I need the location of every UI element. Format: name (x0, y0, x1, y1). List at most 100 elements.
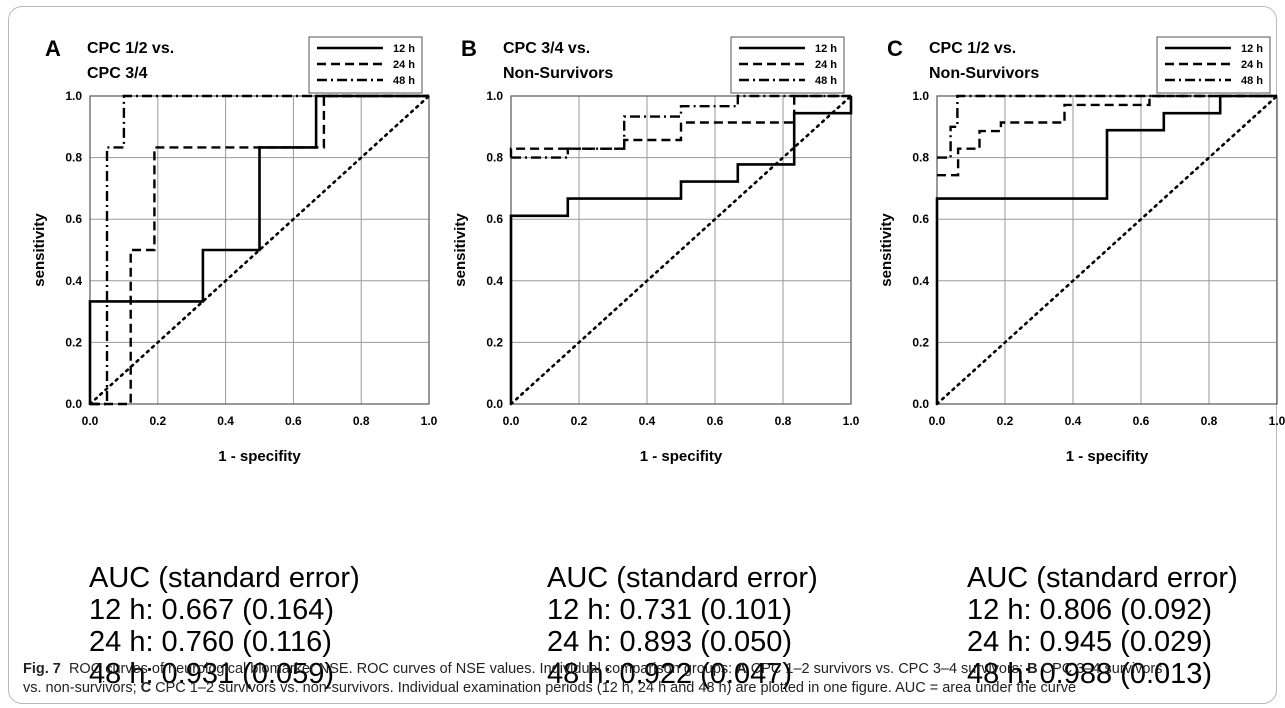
y-tick-label: 0.2 (486, 335, 503, 349)
x-tick-label: 0.6 (707, 414, 724, 428)
series-line-12h (88, 94, 429, 404)
y-tick-label: 1.0 (486, 89, 503, 103)
y-tick-label: 1.0 (65, 89, 82, 103)
auc-24h: 24 h: 0.760 (0.116) (89, 626, 332, 658)
auc-header: AUC (standard error) (967, 562, 1238, 594)
plot-frame (89, 95, 430, 405)
reference-diagonal (509, 94, 853, 406)
y-tick-label: 0.8 (65, 151, 82, 165)
panel-title-line: CPC 3/4 vs. (503, 40, 590, 57)
y-tick-label: 0.0 (65, 397, 82, 411)
auc-24h: 24 h: 0.945 (0.029) (967, 626, 1213, 658)
caption-bold-c: C (140, 679, 152, 696)
x-tick-label: 0.2 (571, 414, 588, 428)
panel-title-line: CPC 1/2 vs. (929, 40, 1016, 57)
caption-part-c: CPC 1–2 survivors vs. non-survivors. Ind… (151, 679, 1077, 696)
y-tick-label: 0.2 (912, 335, 929, 349)
panel-title-line: Non-Survivors (503, 65, 613, 82)
x-tick-label: 0.6 (1133, 414, 1150, 428)
panel-letter: C (887, 36, 903, 61)
auc-12h: 12 h: 0.806 (0.092) (967, 594, 1213, 626)
x-tick-label: 0.8 (353, 414, 370, 428)
x-tick-label: 0.6 (285, 414, 302, 428)
x-tick-label: 0.2 (997, 414, 1014, 428)
panel-title-line: CPC 1/2 vs. (87, 40, 174, 57)
series-line-24h (90, 94, 429, 406)
x-tick-label: 0.4 (1065, 414, 1082, 428)
y-tick-label: 0.6 (65, 212, 82, 226)
legend-label: 24 h (393, 59, 415, 71)
y-tick-label: 0.0 (912, 397, 929, 411)
legend-label: 12 h (815, 43, 837, 55)
roc-chart-b: 0.0 0.2 0.4 0.6 0.8 1.0 0.0 0.2 0.4 0.6 0.8 1.0 1 - … (452, 36, 860, 465)
y-tick-label: 0.4 (65, 274, 82, 288)
panel-letter: B (461, 36, 477, 61)
auc-block-a: AUC (standard error) 12 h: 0.667 (0.164)… (89, 562, 419, 690)
caption-text: ROC curves of neurological biomarker NSE… (68, 661, 737, 677)
y-tick-label: 0.0 (486, 397, 503, 411)
auc-header: AUC (standard error) (89, 562, 360, 594)
figure-frame: 0.0 0.2 0.4 0.6 0.8 1.0 0.0 0.2 0.4 0.6 0.8 1.0 1 - … (8, 6, 1285, 704)
series-line-12h (509, 96, 853, 404)
figure-caption: Fig. 7 ROC curves of neurological biomar… (23, 660, 1173, 697)
caption-part-b: CPC 3–4 survivors vs. non-survivors; (23, 661, 1163, 696)
y-tick-label: 0.8 (912, 151, 929, 165)
x-tick-label: 1.0 (421, 414, 438, 428)
x-tick-label: 0.4 (217, 414, 234, 428)
legend-label: 24 h (1241, 59, 1263, 71)
panel-title-line: Non-Survivors (929, 65, 1039, 82)
roc-panel-a: 0.0 0.2 0.4 0.6 0.8 1.0 0.0 0.2 0.4 0.6 0.8 1.0 1 - … (25, 7, 445, 690)
auc-12h: 12 h: 0.731 (0.101) (547, 594, 793, 626)
x-tick-label: 0.0 (82, 414, 99, 428)
y-axis-label: sensitivity (31, 213, 48, 287)
x-tick-label: 0.8 (1201, 414, 1218, 428)
roc-panel-c: 0.0 0.2 0.4 0.6 0.8 1.0 0.0 0.2 0.4 0.6 0.8 1.0 1 - … (867, 7, 1285, 690)
series-line-48h (90, 94, 429, 406)
y-tick-label: 0.2 (65, 335, 82, 349)
legend-label: 48 h (815, 75, 837, 87)
y-axis-label: sensitivity (878, 213, 895, 287)
caption-bold-a: A (736, 661, 747, 677)
x-tick-label: 1.0 (843, 414, 860, 428)
caption-label: Fig. 7 (23, 661, 61, 677)
roc-panel-b: 0.0 0.2 0.4 0.6 0.8 1.0 0.0 0.2 0.4 0.6 0.8 1.0 1 - … (441, 7, 861, 690)
reference-diagonal (88, 94, 431, 406)
reference-diagonal (935, 94, 1279, 406)
panel-title-line: CPC 3/4 (87, 65, 148, 82)
x-axis-label: 1 - specifity (218, 448, 301, 465)
auc-header: AUC (standard error) (547, 562, 818, 594)
auc-48h: 48 h: 0.988 (0.013) (967, 658, 1213, 690)
legend-label: 12 h (393, 43, 415, 55)
y-tick-label: 0.4 (912, 274, 929, 288)
auc-24h: 24 h: 0.893 (0.050) (547, 626, 793, 658)
x-tick-label: 1.0 (1269, 414, 1285, 428)
panel-letter: A (45, 36, 61, 61)
auc-12h: 12 h: 0.667 (0.164) (89, 594, 335, 626)
y-tick-label: 0.4 (486, 274, 503, 288)
series-line-48h (937, 94, 1277, 159)
auc-block-b: AUC (standard error) 12 h: 0.731 (0.101)… (547, 562, 877, 690)
legend-label: 24 h (815, 59, 837, 71)
legend-box (1156, 36, 1271, 94)
legend-label: 12 h (1241, 43, 1263, 55)
auc-48h: 48 h: 0.931 (0.059) (89, 658, 335, 690)
x-axis-label: 1 - specifity (1066, 448, 1149, 465)
x-tick-label: 0.4 (639, 414, 656, 428)
x-axis-label: 1 - specifity (640, 448, 723, 465)
y-tick-label: 0.6 (486, 212, 503, 226)
legend-label: 48 h (1241, 75, 1263, 87)
roc-chart-a: 0.0 0.2 0.4 0.6 0.8 1.0 0.0 0.2 0.4 0.6 0.8 1.0 1 - … (31, 36, 438, 465)
y-tick-label: 0.6 (912, 212, 929, 226)
y-axis-label: sensitivity (452, 213, 469, 287)
series-line-24h (509, 94, 851, 158)
series-line-12h (935, 94, 1277, 404)
caption-part-a: CPC 1–2 survivors vs. CPC 3–4 survivors; (746, 661, 1028, 677)
y-tick-label: 1.0 (912, 89, 929, 103)
x-tick-label: 0.0 (929, 414, 946, 428)
caption-bold-b: B (1027, 661, 1038, 677)
x-tick-label: 0.0 (503, 414, 520, 428)
x-tick-label: 0.8 (775, 414, 792, 428)
series-line-48h (511, 94, 851, 159)
legend-label: 48 h (393, 75, 415, 87)
y-tick-label: 0.8 (486, 151, 503, 165)
